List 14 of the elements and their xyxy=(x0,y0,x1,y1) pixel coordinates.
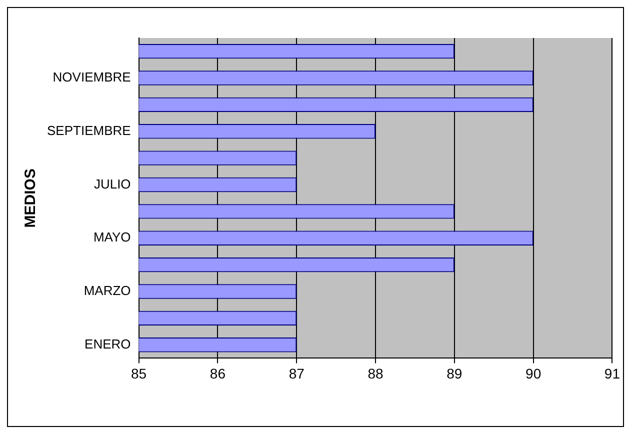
x-tick-label: 89 xyxy=(446,365,462,382)
y-tick-label: SEPTIEMBRE xyxy=(47,122,132,138)
y-tick-label: MAYO xyxy=(93,230,131,245)
x-tick-label: 91 xyxy=(604,365,620,382)
x-tick-label: 87 xyxy=(288,365,305,382)
y-tick-label: ENERO xyxy=(84,336,131,352)
x-tick-label: 86 xyxy=(210,365,226,382)
y-tick-label: NOVIEMBRE xyxy=(52,70,132,85)
y-tick-label: JULIO xyxy=(94,176,131,192)
x-tick-label: 90 xyxy=(526,365,542,382)
y-tick-label: MARZO xyxy=(84,283,131,298)
x-tick-label: 88 xyxy=(368,365,384,382)
y-axis-title: MEDIOS xyxy=(22,168,40,228)
x-tick-label: 85 xyxy=(131,365,147,382)
